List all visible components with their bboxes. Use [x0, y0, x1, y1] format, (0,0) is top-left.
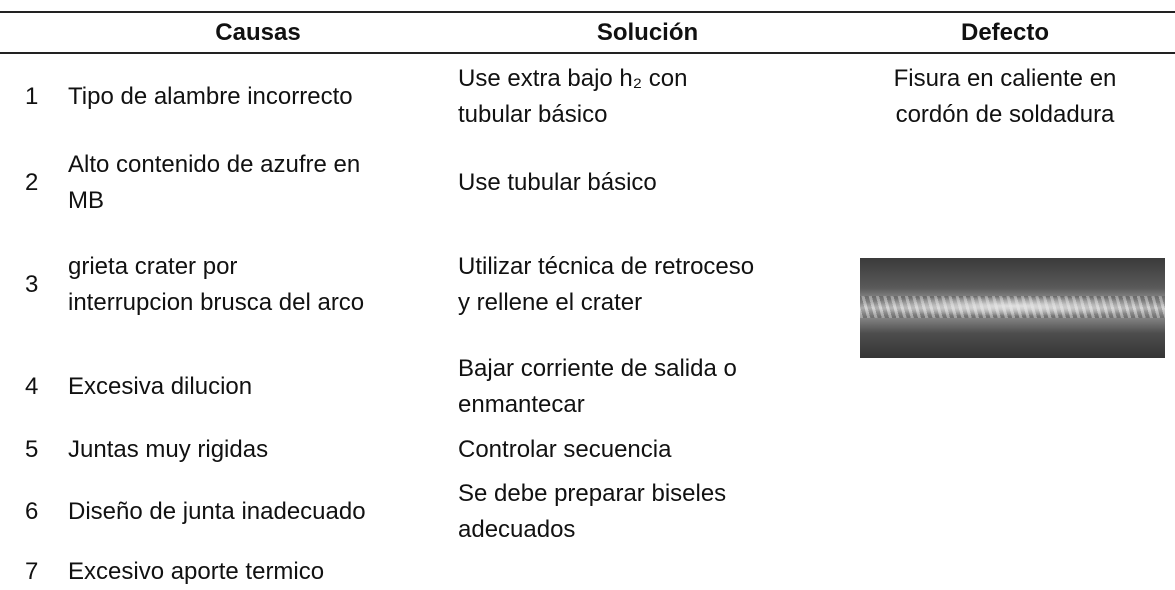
text-line: tubular básico [458, 101, 608, 128]
text-line: interrupcion brusca del arco [68, 289, 365, 316]
text-line: Use extra bajo h₂ con [458, 65, 688, 92]
row-number: 4 [25, 373, 39, 400]
header-cell: Defecto [960, 19, 1050, 46]
cause-cell: Excesivo aporte termico [68, 554, 324, 590]
text-line: Diseño de junta inadecuado [68, 498, 366, 525]
text-line: Alto contenido de azufre en [68, 151, 361, 178]
weld-image [860, 258, 1165, 358]
text-line: cordón de soldadura [895, 101, 1115, 128]
row-number: 3 [25, 271, 39, 298]
text-line: Fisura en caliente en [893, 65, 1117, 92]
text-line: MB [68, 187, 104, 214]
header-rule [0, 52, 1175, 54]
header-cell: Causas [215, 19, 301, 46]
row-number: 7 [25, 558, 39, 585]
solution-cell: Controlar secuencia [458, 432, 671, 468]
solution-cell: Use tubular básico [458, 165, 657, 201]
cause-cell: Diseño de junta inadecuado [68, 494, 366, 530]
defect-cell: Fisura en caliente en cordón de soldadura [845, 61, 1165, 133]
text-line: Excesivo aporte termico [68, 558, 325, 585]
row-number: 5 [25, 436, 39, 463]
header-cell: Solución [596, 19, 699, 46]
solution-cell: Utilizar técnica de retroceso y rellene e… [458, 249, 754, 321]
text-line: Use tubular básico [458, 169, 657, 196]
text-line: Bajar corriente de salida o [458, 355, 737, 382]
cause-cell: Excesiva dilucion [68, 369, 252, 405]
cause-cell: Tipo de alambre incorrecto [68, 79, 353, 115]
text-line: Excesiva dilucion [68, 373, 253, 400]
solution-cell: Use extra bajo h₂ con tubular básico [458, 61, 687, 133]
text-line: grieta crater por [68, 253, 238, 280]
text-line: Utilizar técnica de retroceso [458, 253, 755, 280]
text-line: Juntas muy rigidas [68, 436, 269, 463]
text-line: Se debe preparar biseles [458, 480, 727, 507]
row-number: 2 [25, 169, 39, 196]
cause-cell: grieta crater por interrupcion brusca del… [68, 249, 364, 321]
text-line: y rellene el crater [458, 289, 643, 316]
cause-cell: Alto contenido de azufre en MB [68, 147, 360, 219]
text-line: Tipo de alambre incorrecto [68, 83, 353, 110]
top-rule [0, 11, 1175, 13]
text-line: adecuados [458, 516, 576, 543]
row-number: 6 [25, 498, 39, 525]
text-line: Controlar secuencia [458, 436, 672, 463]
text-line: enmantecar [458, 391, 585, 418]
solution-cell: Se debe preparar biseles adecuados [458, 476, 726, 548]
cause-cell: Juntas muy rigidas [68, 432, 268, 468]
row-number: 1 [25, 83, 39, 110]
solution-cell: Bajar corriente de salida o enmantecar [458, 351, 737, 423]
